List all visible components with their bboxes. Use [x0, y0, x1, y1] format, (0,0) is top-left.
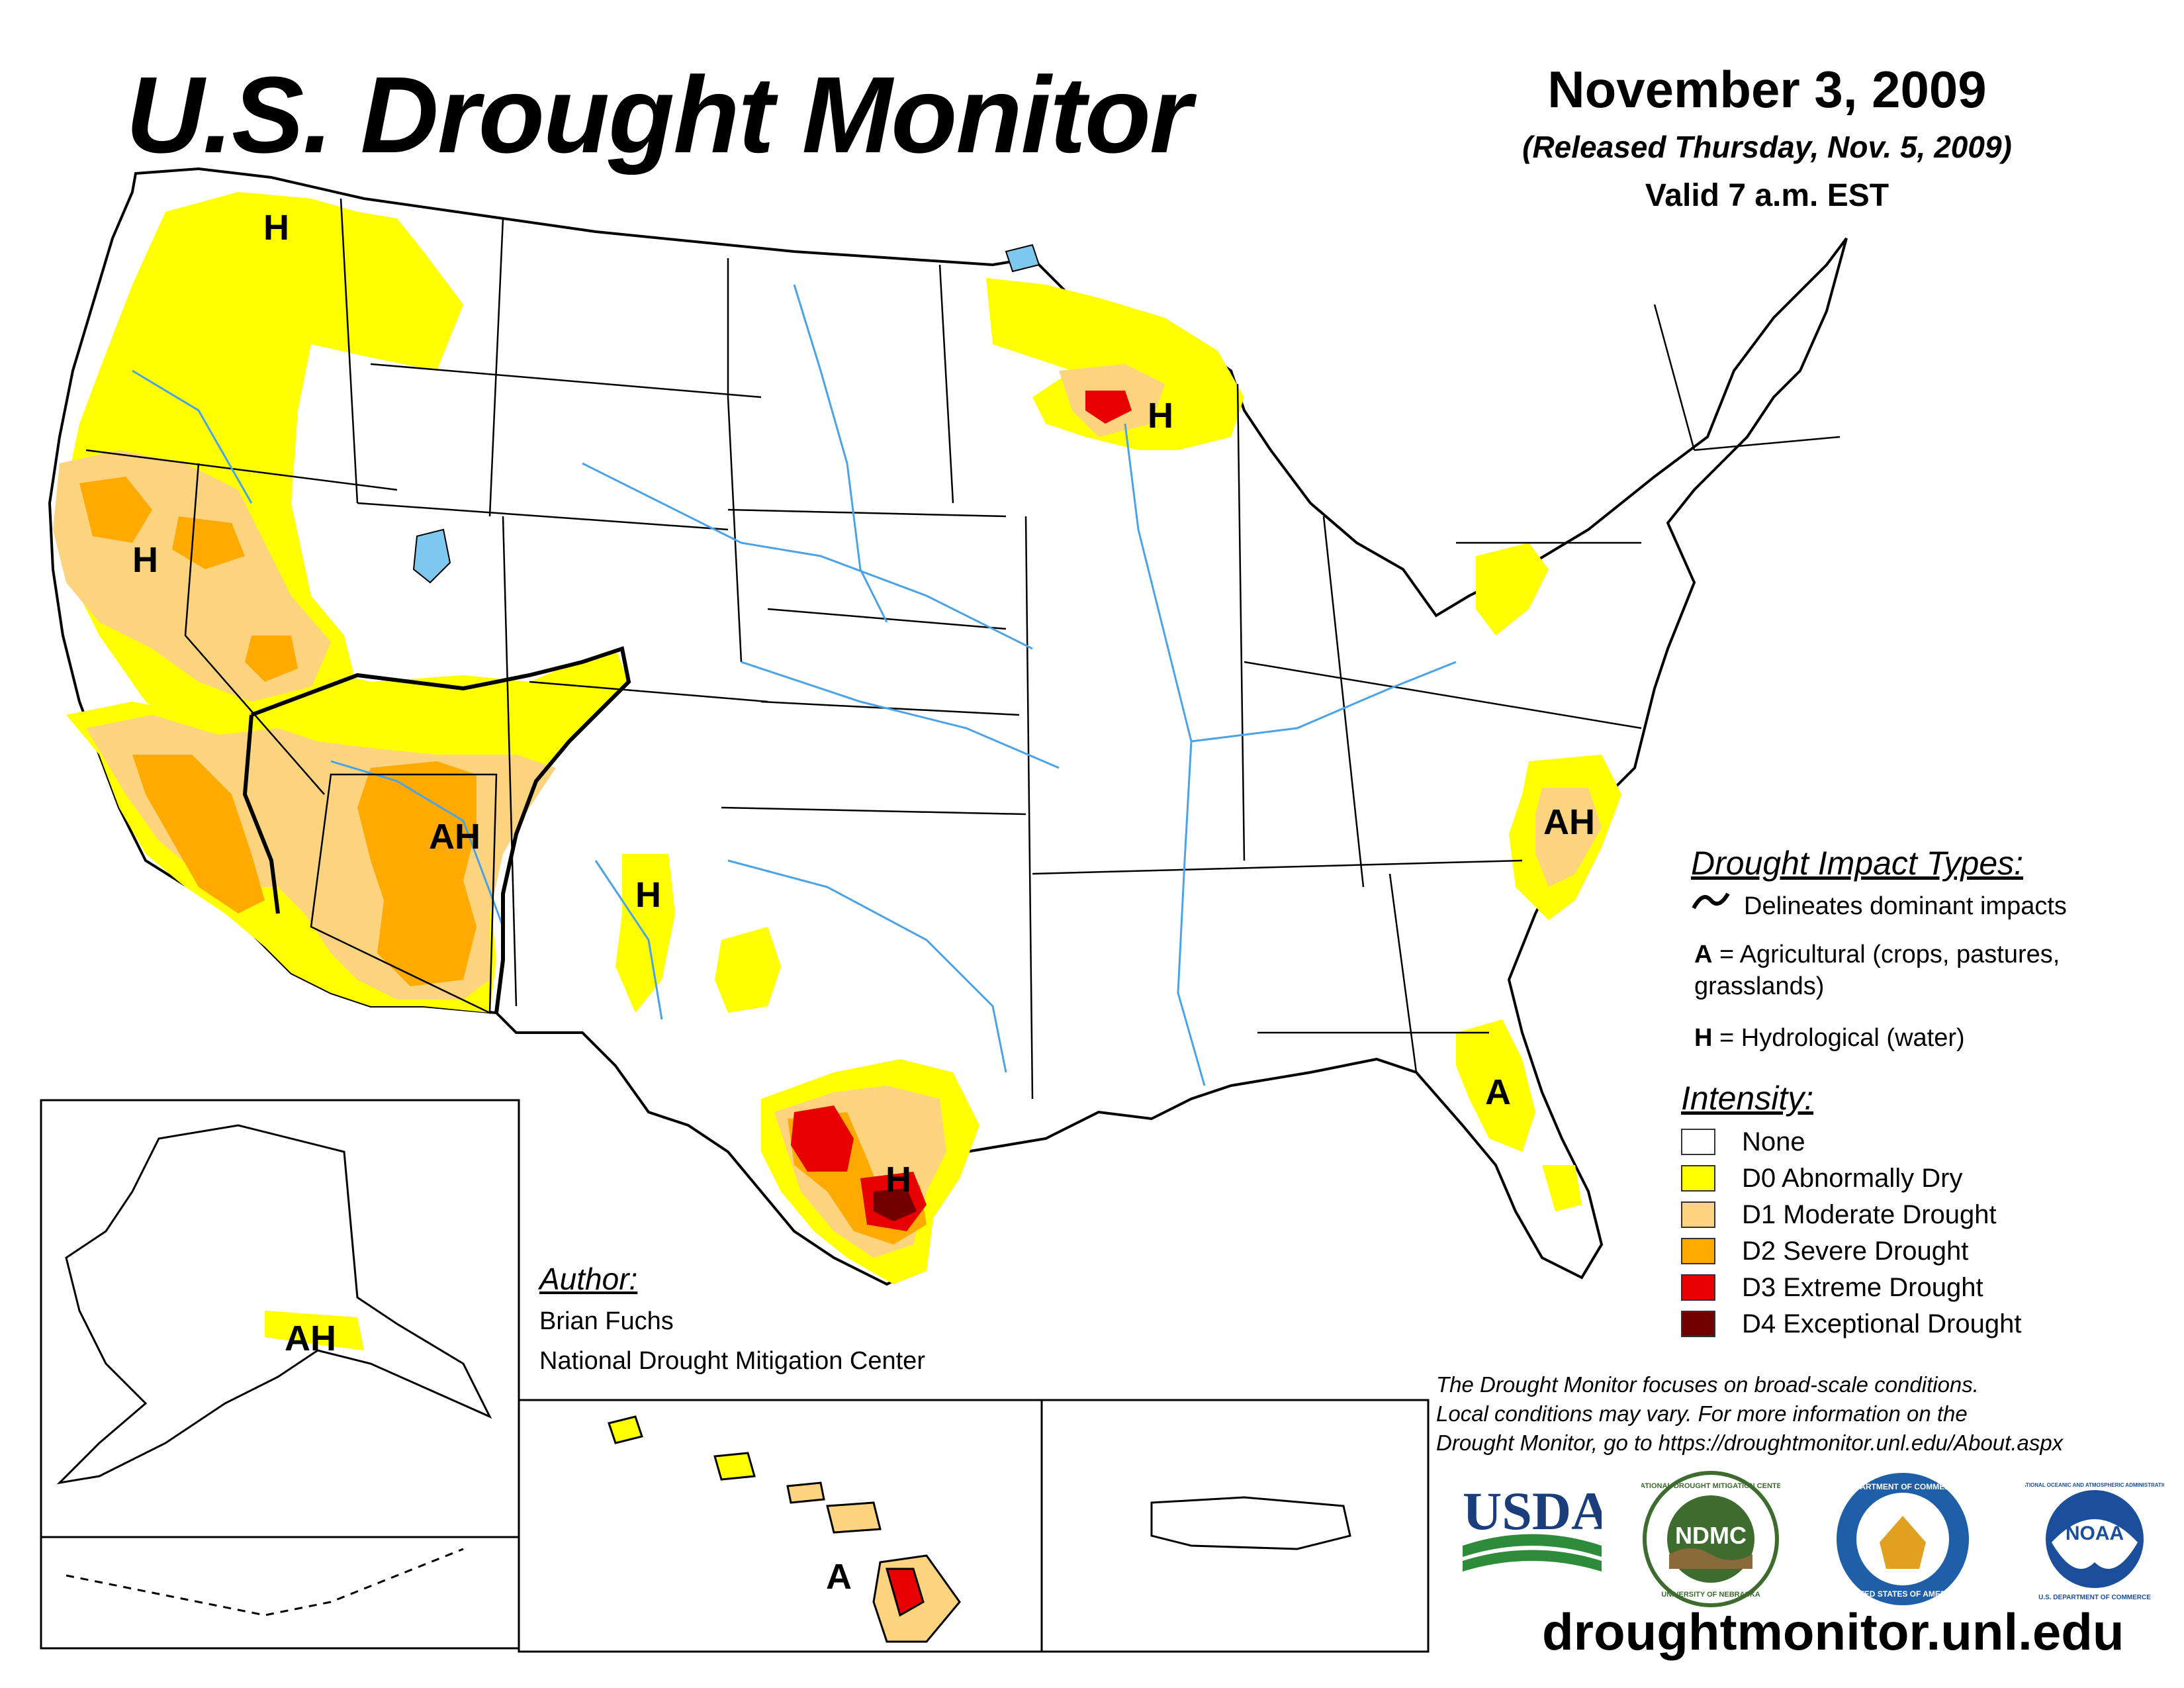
impact-label: H: [886, 1160, 911, 1199]
swatch-d4: [1681, 1311, 1715, 1337]
legend-d3: D3 Extreme Drought: [1681, 1270, 1983, 1305]
puerto-rico-outline: [1150, 1496, 1351, 1550]
lakes: [412, 244, 1040, 584]
impact-ag-cont: grasslands): [1694, 972, 1825, 1000]
legend-d0: D0 Abnormally Dry: [1681, 1160, 1962, 1196]
author-name: Brian Fuchs: [539, 1307, 674, 1335]
legend-d1: D1 Moderate Drought: [1681, 1197, 1997, 1233]
legend-none: None: [1681, 1124, 1805, 1160]
d1-carolinas: [1535, 788, 1602, 887]
commerce-seal: DEPARTMENT OF COMMERCE UNITED STATES OF …: [1837, 1473, 1969, 1605]
svg-text:UNIVERSITY OF NEBRASKA: UNIVERSITY OF NEBRASKA: [1661, 1591, 1760, 1599]
impact-label: A: [1485, 1072, 1511, 1112]
valid-time: Valid 7 a.m. EST: [1645, 178, 1889, 213]
svg-text:UNITED STATES OF AMERICA: UNITED STATES OF AMERICA: [1846, 1589, 1960, 1599]
d4-south-texas: [874, 1188, 917, 1221]
ndmc-logo: NDMC NATIONAL DROUGHT MITIGATION CENTER …: [1641, 1471, 1780, 1607]
drought-areas-east: [1456, 543, 1621, 1211]
impact-labels: H H H AH H AH A H AH A: [132, 208, 1595, 1597]
swatch-d1: [1681, 1201, 1715, 1228]
impact-label: AH: [1543, 802, 1595, 842]
aleutian-islands: [66, 1548, 464, 1617]
swatch-d0: [1681, 1165, 1715, 1192]
d2-northern-california: [79, 477, 152, 543]
svg-text:USDA: USDA: [1463, 1483, 1602, 1541]
drought-areas-central: [615, 278, 1244, 1284]
d2-nevada-spot: [172, 516, 245, 569]
impact-boundaries: [242, 646, 631, 1013]
impact-label: AH: [285, 1319, 336, 1358]
svg-text:NATIONAL DROUGHT MITIGATION CE: NATIONAL DROUGHT MITIGATION CENTER: [1641, 1482, 1780, 1490]
rivers: [132, 284, 1457, 1086]
svg-text:NOAA: NOAA: [2066, 1523, 2124, 1544]
alaska-d0: [265, 1311, 364, 1350]
author-title: Author:: [539, 1262, 638, 1296]
map-date: November 3, 2009: [1547, 60, 1987, 118]
d2-nevada-spot-2: [245, 635, 298, 682]
disclaimer: The Drought Monitor focuses on broad-sca…: [1436, 1372, 2064, 1455]
d0-south-florida: [1542, 1165, 1582, 1211]
impact-delineates: Delineates dominant impacts: [1744, 892, 2067, 920]
impact-label: H: [635, 875, 661, 915]
d2-arizona: [357, 761, 477, 986]
hawaii-islands: [608, 1415, 961, 1643]
d0-pennsylvania: [1476, 543, 1549, 635]
arizona-border: [310, 773, 498, 1014]
impact-ag: A = Agricultural (crops, pastures,: [1694, 941, 2060, 968]
lake-superior: [1005, 244, 1040, 273]
usda-logo: USDA: [1463, 1483, 1602, 1571]
noaa-logo: NOAA NATIONAL OCEANIC AND ATMOSPHERIC AD…: [2025, 1473, 2164, 1605]
release-date: (Released Thursday, Nov. 5, 2009): [1522, 130, 2012, 164]
svg-text:U.S. DEPARTMENT OF COMMERCE: U.S. DEPARTMENT OF COMMERCE: [2038, 1594, 2151, 1601]
svg-text:DEPARTMENT OF COMMERCE: DEPARTMENT OF COMMERCE: [1844, 1482, 1961, 1491]
d3-wisconsin: [1085, 391, 1132, 424]
impact-line-icon: [1692, 892, 1730, 910]
d0-georgia-florida: [1456, 1019, 1535, 1152]
legend-d4: D4 Exceptional Drought: [1681, 1306, 2021, 1342]
impact-label: A: [826, 1557, 852, 1597]
impact-label: H: [1148, 396, 1173, 436]
svg-text:NDMC: NDMC: [1675, 1522, 1747, 1549]
great-salt-lake: [412, 528, 451, 584]
website-url: droughtmonitor.unl.edu: [1542, 1603, 2124, 1661]
impact-label: AH: [429, 817, 480, 857]
impact-label: H: [263, 208, 289, 248]
d0-texas-panhandle: [715, 927, 781, 1013]
intensity-legend-title: Intensity:: [1681, 1080, 1814, 1117]
swatch-none: [1681, 1129, 1715, 1155]
legend-d2: D2 Severe Drought: [1681, 1233, 1968, 1269]
state-boundaries: [85, 198, 1841, 1100]
swatch-d2: [1681, 1238, 1715, 1264]
drought-areas-west: [53, 192, 629, 1013]
impact-label: H: [132, 540, 158, 580]
d0-upper-midwest: [986, 278, 1244, 450]
impact-hydro: H = Hydrological (water): [1694, 1024, 1965, 1052]
d3-south-texas: [791, 1105, 854, 1172]
d2-southern-california: [132, 755, 265, 914]
map-title: U.S. Drought Monitor: [126, 54, 1192, 175]
svg-text:NATIONAL OCEANIC AND ATMOSPHER: NATIONAL OCEANIC AND ATMOSPHERIC ADMINIS…: [2025, 1482, 2164, 1488]
alaska-outline: [56, 1124, 492, 1485]
author-org: National Drought Mitigation Center: [539, 1347, 925, 1375]
impact-legend-title: Drought Impact Types:: [1691, 845, 2024, 882]
aleutian-inset: [40, 1536, 520, 1650]
hawaii-inset: [518, 1399, 1043, 1653]
swatch-d3: [1681, 1274, 1715, 1301]
